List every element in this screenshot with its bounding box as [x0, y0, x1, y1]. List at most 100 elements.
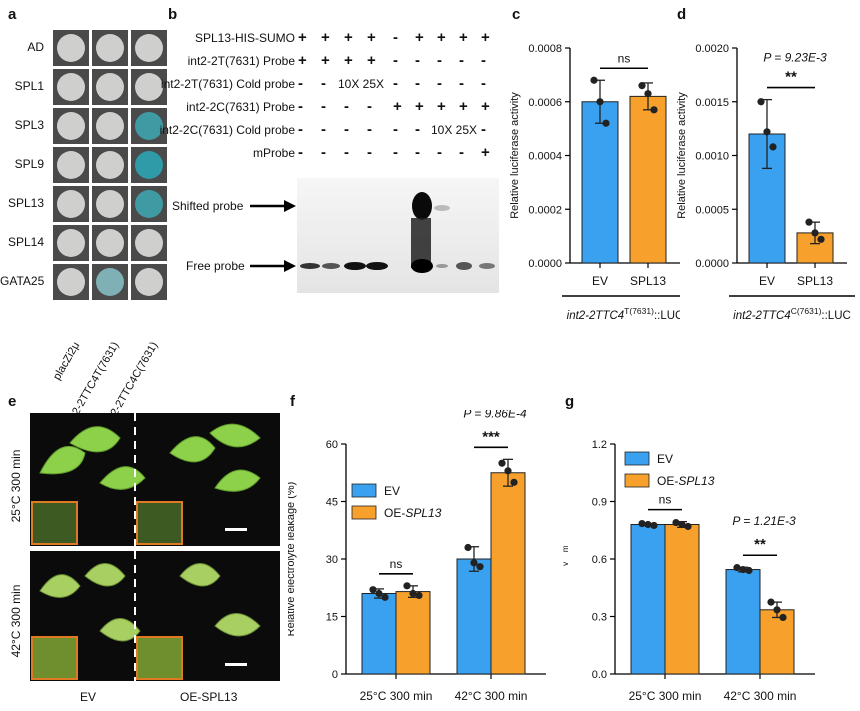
data-point	[602, 119, 610, 127]
condition-mark: -	[367, 121, 372, 138]
free-probe-arrow	[250, 260, 296, 272]
data-point	[678, 520, 686, 529]
x-tick-label: EV	[592, 274, 608, 288]
legend-gene: SPL13	[405, 506, 441, 520]
yeast-spot	[131, 108, 167, 144]
data-point	[739, 565, 747, 574]
yeast-spot	[92, 147, 128, 183]
y-tick-label: 0.0004	[528, 151, 562, 163]
plants-25c-illustration	[39, 413, 261, 546]
yeast-spot	[92, 108, 128, 144]
colony	[135, 34, 163, 62]
photo-25c	[30, 413, 280, 546]
legend-prefix: OE-	[657, 474, 678, 488]
bar	[361, 593, 397, 675]
panel-label-d: d	[677, 6, 687, 23]
yeast-spot	[131, 147, 167, 183]
construct-superscript: C(7631)	[791, 306, 822, 316]
shifted-probe-label: Shifted probe	[172, 199, 244, 213]
yeast-spot	[92, 186, 128, 222]
data-point	[596, 98, 604, 106]
slash: /	[563, 558, 566, 562]
construct-suffix: ::LUC	[654, 310, 680, 322]
condition-mark: -	[459, 144, 464, 161]
condition-mark: -	[393, 121, 398, 138]
legend-label: EV	[657, 452, 673, 466]
construct-base: int2-2TTC4	[733, 310, 791, 322]
colony	[57, 34, 85, 62]
condition-mark: -	[393, 29, 398, 46]
legend-prefix: OE-	[384, 506, 405, 520]
condition-mark: +	[321, 29, 330, 46]
colony	[96, 229, 124, 257]
condition-mark: -	[367, 144, 372, 161]
yeast-spot	[131, 264, 167, 300]
yeast-spot	[53, 147, 89, 183]
condition-mark: -	[415, 144, 420, 161]
photo-42c	[30, 551, 280, 681]
condition-mark: -	[415, 52, 420, 69]
data-point	[672, 518, 680, 527]
y-tick-label: 0.9	[592, 497, 607, 509]
condition-mark: -	[481, 75, 486, 92]
data-point	[470, 559, 478, 567]
plants-42c-illustration	[39, 551, 261, 681]
data-point	[805, 218, 813, 226]
y-axis-label: Relative luciferase activity	[510, 92, 521, 219]
condition-mark: +	[415, 29, 424, 46]
yeast-spot	[92, 264, 128, 300]
x-tick-label: EV	[759, 274, 775, 288]
x-tick-label: SPL13	[797, 274, 833, 288]
colony	[135, 73, 163, 101]
panel-label-f: f	[290, 393, 295, 410]
y-tick-label: 1.2	[592, 439, 607, 451]
condition-mark: +	[344, 52, 353, 69]
legend-label: EV	[384, 484, 400, 498]
y-tick-label: 0.0010	[695, 151, 729, 163]
condition-label: int2-2T(7631) Probe	[187, 54, 295, 68]
panel-label-e: e	[8, 393, 17, 410]
colony	[96, 151, 124, 179]
y-axis-label: Relative electrolyte leakage (%)	[288, 482, 297, 637]
construct-base: int2-2TTC4	[567, 310, 625, 322]
condition-label: int2-2C(7631) Cold probe	[159, 123, 295, 137]
y-tick-label: 0.0015	[695, 97, 729, 109]
inset-25c-ev	[31, 501, 78, 545]
condition-mark: +	[415, 98, 424, 115]
bar	[725, 569, 761, 675]
yeast-row-label: SPL13	[7, 196, 44, 210]
condition-mark: +	[481, 144, 490, 161]
colony	[96, 73, 124, 101]
condition-mark: 10X 25X	[338, 77, 385, 91]
y-tick-label: 30	[326, 554, 338, 566]
p-value: P = 9.23E-3	[763, 51, 827, 65]
y-tick-label: 45	[326, 497, 338, 509]
condition-mark: -	[298, 144, 303, 161]
data-point	[375, 589, 383, 598]
panel-label-b: b	[168, 6, 178, 23]
data-point	[498, 459, 506, 467]
y-tick-label: 0.0005	[695, 204, 729, 216]
condition-mark: -	[298, 98, 303, 115]
data-point	[638, 82, 646, 90]
data-point	[381, 593, 389, 601]
yeast-spot	[131, 69, 167, 105]
data-point	[733, 564, 741, 572]
condition-mark: +	[298, 52, 307, 69]
construct-suffix: ::LUC	[821, 310, 850, 322]
data-point	[757, 98, 765, 106]
colony	[57, 73, 85, 101]
data-point	[644, 90, 652, 98]
legend-gene: SPL13	[678, 474, 714, 488]
legend-swatch	[624, 451, 650, 466]
yeast-row-label: SPL14	[7, 235, 44, 249]
y-tick-label: 0.3	[592, 612, 607, 624]
gel-bands	[297, 178, 499, 293]
sig-label: **	[785, 69, 797, 86]
yeast-spot	[53, 264, 89, 300]
y-tick-label: 15	[326, 612, 338, 624]
y-tick-label: 0.0000	[528, 258, 562, 270]
fv: F	[563, 565, 566, 573]
data-point	[763, 128, 771, 136]
bar	[581, 101, 619, 264]
